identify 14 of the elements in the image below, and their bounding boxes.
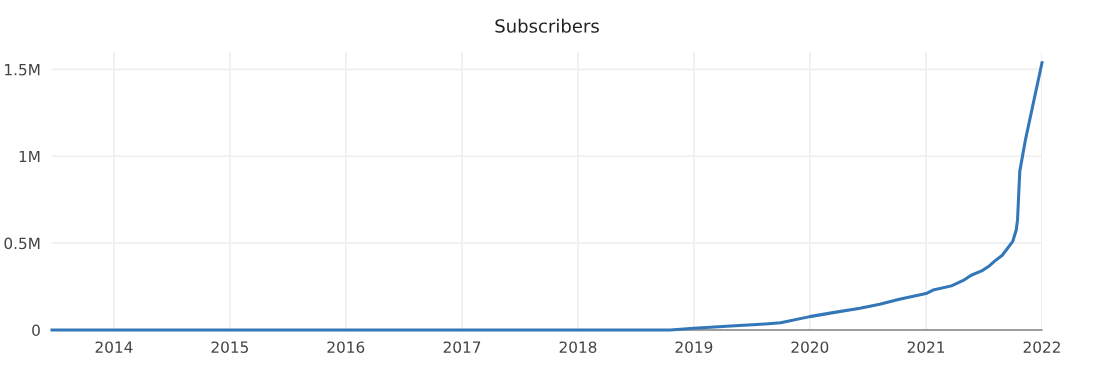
x-tick-label: 2014 xyxy=(95,341,133,353)
x-tick-label: 2020 xyxy=(791,341,829,353)
x-tick-label: 2017 xyxy=(443,341,481,353)
x-tick-label: 2015 xyxy=(211,341,248,353)
x-tick-label: 2019 xyxy=(675,341,713,353)
x-tick-label: 2016 xyxy=(327,341,365,353)
chart-title: Subscribers xyxy=(495,18,599,33)
y-tick-label: 0.5M xyxy=(4,237,40,250)
x-tick-label: 2022 xyxy=(1023,341,1060,353)
y-tick-label: 1.5M xyxy=(5,64,40,76)
y-tick-label: 0 xyxy=(32,324,40,337)
x-tick-label: 2021 xyxy=(907,341,945,353)
x-tick-label: 2018 xyxy=(559,341,597,353)
y-tick-label: 1M xyxy=(19,150,40,163)
